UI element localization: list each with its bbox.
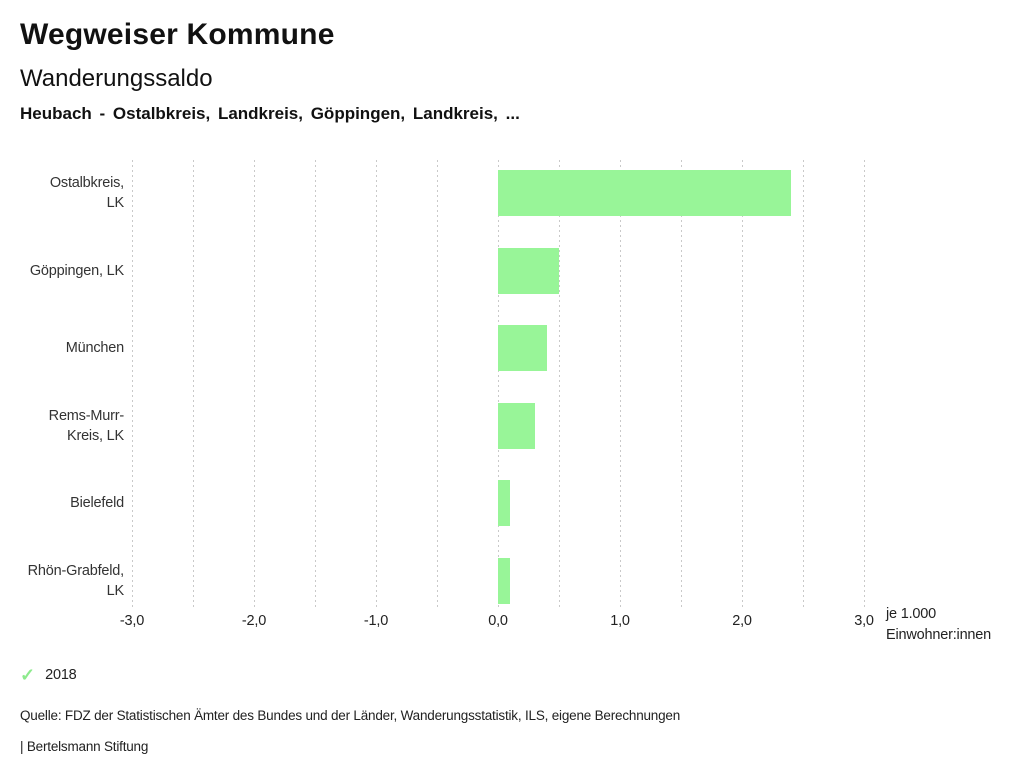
gridline [620,160,621,608]
bar-ostalbkreis-lk[interactable] [498,170,791,216]
chart-selection-subtitle: Heubach - Ostalbkreis, Landkreis, Göppin… [20,104,520,123]
category-label: München [65,340,124,357]
gridline [315,160,316,608]
chart-title: Wanderungssaldo [20,65,213,92]
bar-münchen[interactable] [498,325,547,372]
bar-rhön-grabfeld-lk[interactable] [498,558,511,604]
x-tick-label: -1,0 [363,613,389,629]
category-label: Ostalbkreis, LK [49,175,124,211]
x-tick-label: 0,0 [488,613,508,629]
category-label: Göppingen, LK [29,262,124,279]
category-label: Rems-Murr- Kreis, LK [48,407,125,444]
gridline [742,160,743,608]
bar-rems-murr-kreis-lk[interactable] [498,402,535,449]
bar-bielefeld[interactable] [498,480,511,527]
plot-area [132,160,865,608]
x-tick-label: -2,0 [241,613,267,629]
gridline [803,160,804,608]
x-axis: -3,0 -2,0 -1,0 0,0 1,0 2,0 3,0 [120,613,874,633]
app-title: Wegweiser Kommune [20,18,335,51]
category-label: Rhön-Grabfeld, LK [27,563,125,599]
gridline [864,160,865,608]
gridline [193,160,194,608]
axis-unit-label: je 1.000 Einwohner:innen [886,606,992,643]
legend-item-2018[interactable]: ✓ 2018 [20,666,77,684]
category-label: Bielefeld [70,495,124,512]
gridline [132,160,133,608]
x-tick-label: 3,0 [854,613,874,629]
legend-item-label: 2018 [45,667,77,683]
x-tick-label: -3,0 [119,613,145,629]
category-axis: Ostalbkreis, LK Göppingen, LK München Rems-… [0,160,125,608]
x-tick-label: 2,0 [732,613,752,629]
gridline [254,160,255,608]
gridline [437,160,438,608]
gridline [498,160,499,608]
bar-göppingen-lk[interactable] [498,247,559,294]
gridline [559,160,560,608]
x-tick-label: 1,0 [610,613,630,629]
check-icon: ✓ [20,665,36,685]
gridline [681,160,682,608]
source-text: Quelle: FDZ der Statistischen Ämter des … [20,708,681,723]
attribution-text: | Bertelsmann Stiftung [20,739,149,754]
gridline [376,160,377,608]
